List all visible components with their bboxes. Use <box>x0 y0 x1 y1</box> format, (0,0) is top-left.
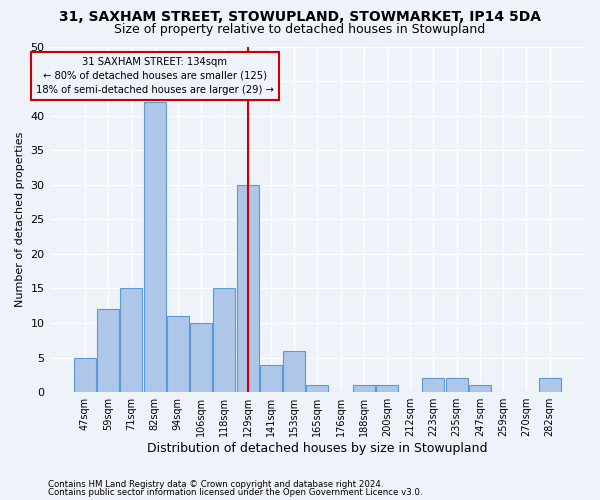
Bar <box>376 386 398 392</box>
Bar <box>190 323 212 392</box>
Bar <box>469 386 491 392</box>
Bar <box>74 358 96 392</box>
Bar <box>353 386 375 392</box>
Bar <box>121 288 142 392</box>
Bar <box>213 288 235 392</box>
Bar <box>283 350 305 392</box>
Text: 31 SAXHAM STREET: 134sqm
← 80% of detached houses are smaller (125)
18% of semi-: 31 SAXHAM STREET: 134sqm ← 80% of detach… <box>35 57 274 95</box>
Bar <box>539 378 560 392</box>
X-axis label: Distribution of detached houses by size in Stowupland: Distribution of detached houses by size … <box>147 442 488 455</box>
Bar <box>260 364 282 392</box>
Text: Contains public sector information licensed under the Open Government Licence v3: Contains public sector information licen… <box>48 488 422 497</box>
Bar <box>446 378 468 392</box>
Text: 31, SAXHAM STREET, STOWUPLAND, STOWMARKET, IP14 5DA: 31, SAXHAM STREET, STOWUPLAND, STOWMARKE… <box>59 10 541 24</box>
Text: Size of property relative to detached houses in Stowupland: Size of property relative to detached ho… <box>115 22 485 36</box>
Bar <box>97 309 119 392</box>
Text: Contains HM Land Registry data © Crown copyright and database right 2024.: Contains HM Land Registry data © Crown c… <box>48 480 383 489</box>
Bar <box>143 102 166 392</box>
Bar <box>167 316 189 392</box>
Bar <box>306 386 328 392</box>
Bar <box>422 378 445 392</box>
Y-axis label: Number of detached properties: Number of detached properties <box>15 132 25 307</box>
Bar <box>236 185 259 392</box>
